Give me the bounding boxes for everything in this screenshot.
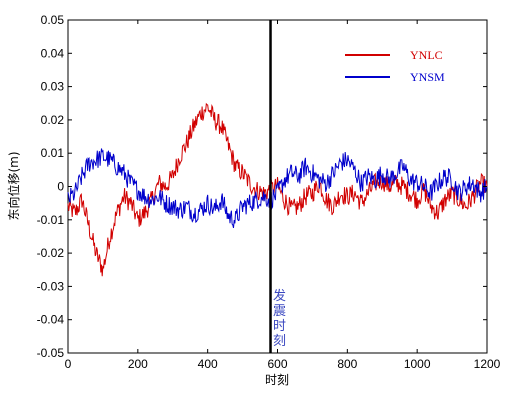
legend-label-ynlc: YNLC [410, 48, 443, 62]
y-axis-label: 东向位移(m) [6, 151, 21, 220]
legend: YNLC YNSM [345, 48, 445, 84]
x-axis-label: 时刻 [265, 373, 289, 387]
x-tick-label: 0 [65, 357, 72, 371]
y-tick-label: -0.04 [37, 313, 65, 327]
y-tick-label: 0.02 [41, 113, 65, 127]
ticks-layer: 0 200 400 600 800 1000 1200 -0.05 -0.04 -0.03 -0.0… [37, 13, 501, 371]
x-tick-label: 600 [267, 357, 287, 371]
series-line-ynlc [67, 102, 488, 277]
y-tick-label: 0.05 [41, 13, 65, 27]
event-annotation-char: 刻 [273, 334, 286, 349]
x-tick-label: 400 [198, 357, 218, 371]
y-tick-label: 0.04 [41, 46, 65, 60]
y-tick-label: -0.03 [37, 279, 65, 293]
y-tick-label: 0.03 [41, 80, 65, 94]
event-annotation-char: 震 [273, 304, 286, 319]
series-line-ynsm [67, 148, 488, 229]
y-tick-label: 0.01 [41, 146, 65, 160]
legend-label-ynsm: YNSM [410, 70, 445, 84]
x-tick-label: 200 [128, 357, 148, 371]
event-annotation-char: 发 [273, 288, 286, 304]
y-tick-label: -0.05 [37, 346, 65, 360]
x-tick-label: 1200 [474, 357, 501, 371]
x-tick-label: 1000 [404, 357, 431, 371]
y-tick-label: -0.01 [37, 213, 65, 227]
x-tick-label: 800 [337, 357, 357, 371]
event-annotation-char: 时 [273, 319, 286, 334]
y-tick-label: -0.02 [37, 246, 65, 260]
y-tick-label: 0 [57, 180, 64, 194]
series-layer [67, 102, 488, 277]
